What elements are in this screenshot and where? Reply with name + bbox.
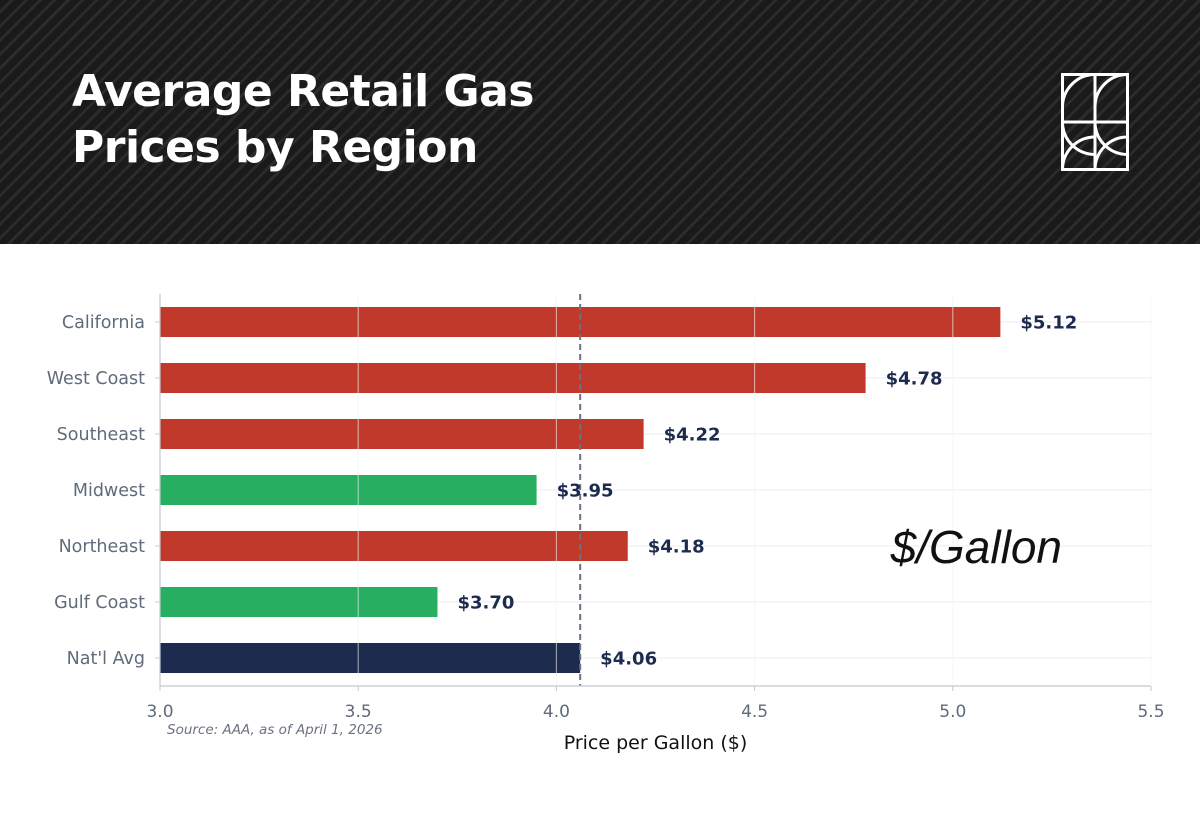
bar-chart: California $5.12 West Coast $4.78 Southeast $…	[47, 294, 1165, 754]
category-label: Midwest	[73, 481, 145, 501]
x-tick-label: 5.5	[1137, 702, 1164, 722]
bar	[160, 419, 644, 449]
bar	[160, 363, 866, 393]
source-note: Source: AAA, as of April 1, 2026	[167, 722, 383, 738]
category-label: Southeast	[57, 425, 145, 445]
x-tick-label: 3.5	[345, 702, 372, 722]
value-label: $4.78	[886, 369, 943, 390]
x-tick-label: 4.5	[741, 702, 768, 722]
category-label: West Coast	[47, 369, 145, 389]
x-axis-label: Price per Gallon ($)	[564, 732, 748, 754]
x-tick-label: 4.0	[543, 702, 570, 722]
value-label: $4.22	[664, 425, 721, 446]
category-label: Northeast	[59, 537, 146, 557]
geometric-logo-icon	[1061, 73, 1129, 171]
value-label: $3.95	[557, 481, 614, 502]
x-tick-label: 5.0	[939, 702, 966, 722]
page-title: Average Retail Gas Prices by Region	[72, 66, 534, 173]
unit-annotation: $/Gallon	[890, 521, 1062, 573]
bar	[160, 475, 537, 505]
value-label: $4.18	[648, 537, 705, 558]
chart-area: California $5.12 West Coast $4.78 Southeast $…	[0, 244, 1200, 829]
category-label: Nat'l Avg	[67, 649, 145, 669]
bar	[160, 587, 438, 617]
bar	[160, 307, 1001, 337]
bar	[160, 643, 581, 673]
value-label: $5.12	[1020, 313, 1077, 334]
category-label: California	[62, 313, 145, 333]
bar	[160, 531, 628, 561]
header-banner: Average Retail Gas Prices by Region	[0, 0, 1200, 244]
value-label: $3.70	[457, 593, 514, 614]
category-label: Gulf Coast	[54, 593, 145, 613]
x-tick-label: 3.0	[146, 702, 173, 722]
value-label: $4.06	[600, 649, 657, 670]
